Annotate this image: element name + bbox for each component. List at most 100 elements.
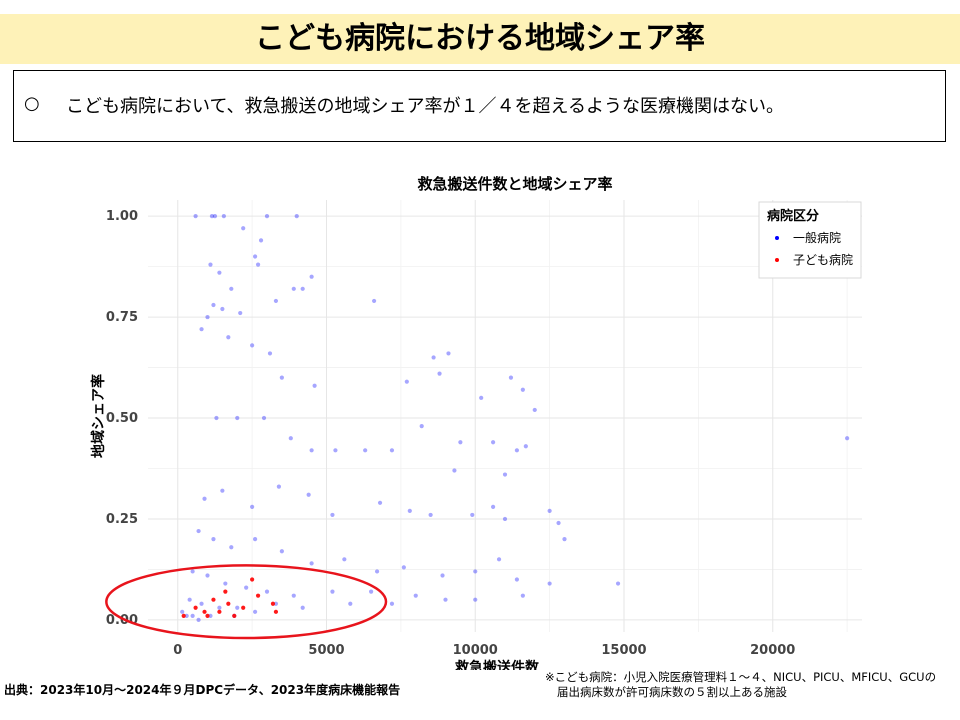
legend-title: 病院区分: [767, 208, 819, 224]
data-point-general: [309, 448, 314, 453]
data-point-general: [491, 440, 496, 445]
data-point-general: [309, 274, 314, 279]
data-point-child: [226, 601, 231, 606]
data-point-general: [241, 226, 246, 231]
data-point-general: [229, 286, 234, 291]
data-point-general: [369, 589, 374, 594]
data-point-general: [264, 214, 270, 219]
data-point-general: [473, 569, 478, 574]
data-point-general: [372, 298, 377, 304]
data-point-child: [241, 605, 246, 610]
data-point-general: [520, 387, 525, 392]
page-title: こども病院における地域シェア率: [255, 21, 705, 56]
data-point-general: [180, 609, 185, 614]
footnote-line-2: 届出病床数が許可病床数の５割以上ある施設: [557, 685, 787, 699]
data-point-general: [253, 537, 258, 542]
y-tick-label: 0.50: [106, 411, 138, 426]
data-point-general: [193, 214, 198, 219]
data-point-general: [235, 415, 240, 421]
data-point-general: [473, 597, 478, 602]
legend-box: [758, 201, 862, 279]
data-point-general: [208, 613, 213, 618]
data-point-general: [273, 601, 279, 606]
scatter-chart: 0 5000 10000 15000 20000 0.00 0.25 0.50 0.75 1.00…: [90, 175, 862, 670]
data-point-general: [330, 512, 335, 518]
data-point-general: [523, 444, 528, 449]
highlight-ellipse: [105, 564, 388, 640]
data-point-general: [273, 298, 279, 304]
data-point-general: [300, 605, 305, 610]
data-point-general: [212, 214, 218, 219]
x-tick-label: 0: [173, 643, 182, 658]
data-point-general: [205, 573, 210, 578]
data-point-general: [502, 472, 508, 477]
data-point-general: [377, 500, 383, 505]
data-point-general: [217, 270, 222, 275]
footnote-line-1: ※こども病院：小児入院医療管理料１～４、NICU、PICU、MFICU、GCUの: [545, 670, 937, 684]
data-point-general: [309, 561, 314, 566]
y-tick-label: 0.00: [106, 613, 138, 628]
data-point-child: [193, 605, 198, 610]
data-point-child: [181, 613, 186, 618]
data-point-child: [250, 577, 255, 582]
data-point-child: [205, 613, 210, 618]
data-point-general: [279, 375, 284, 380]
data-point-general: [250, 343, 255, 348]
data-point-general: [244, 585, 249, 590]
notice-bullet: ○: [24, 93, 40, 114]
data-point-general: [431, 355, 436, 360]
data-point-general: [211, 302, 216, 308]
data-point-general: [187, 597, 192, 602]
data-point-general: [330, 589, 335, 594]
data-point-general: [261, 415, 267, 421]
data-point-general: [300, 286, 305, 291]
data-point-child: [255, 593, 261, 598]
data-point-general: [413, 593, 418, 598]
data-point-child: [217, 609, 222, 614]
legend-marker: [775, 236, 779, 240]
data-point-general: [437, 371, 442, 376]
data-point-general: [374, 569, 380, 574]
notice-text: こども病院において、救急搬送の地域シェア率が１／４を超えるような医療機関はない。: [66, 96, 785, 117]
data-point-general: [238, 310, 243, 316]
data-point-general: [291, 286, 296, 291]
y-tick-label: 1.00: [106, 209, 138, 224]
data-point-general: [440, 573, 445, 578]
data-point-child: [211, 597, 216, 602]
chart-title: 救急搬送件数と地域シェア率: [417, 175, 612, 193]
data-point-general: [214, 415, 219, 421]
data-point-general: [556, 520, 561, 526]
data-point-child: [273, 609, 279, 614]
data-point-general: [190, 569, 195, 574]
data-point-general: [235, 605, 240, 610]
x-tick-label: 20000: [750, 643, 795, 658]
data-point-general: [496, 557, 502, 562]
data-point-general: [845, 436, 850, 441]
footnote: ※こども病院：小児入院医療管理料１～４、NICU、PICU、MFICU、GCUの…: [545, 670, 936, 700]
data-point-general: [209, 214, 215, 219]
data-point-general: [502, 516, 508, 522]
data-point-child: [202, 609, 207, 614]
data-point-child: [232, 613, 237, 618]
data-point-general: [508, 375, 514, 380]
data-point-general: [220, 306, 225, 312]
data-point-general: [221, 214, 226, 219]
data-point-general: [470, 512, 475, 518]
data-point-general: [250, 504, 255, 509]
data-point-general: [205, 314, 210, 320]
data-point-general: [294, 214, 299, 219]
data-point-general: [514, 448, 520, 453]
data-point-general: [220, 488, 225, 493]
data-point-general: [223, 581, 228, 586]
x-axis-label: 救急搬送件数: [455, 659, 540, 670]
data-point-general: [196, 617, 201, 622]
data-point-general: [520, 593, 525, 598]
data-point-general: [419, 423, 424, 429]
data-point-general: [253, 609, 258, 614]
legend-marker: [775, 258, 779, 262]
data-point-general: [255, 262, 261, 267]
data-point-general: [363, 448, 368, 453]
data-point-general: [217, 605, 222, 610]
data-point-general: [264, 589, 270, 594]
data-point-general: [389, 448, 395, 453]
